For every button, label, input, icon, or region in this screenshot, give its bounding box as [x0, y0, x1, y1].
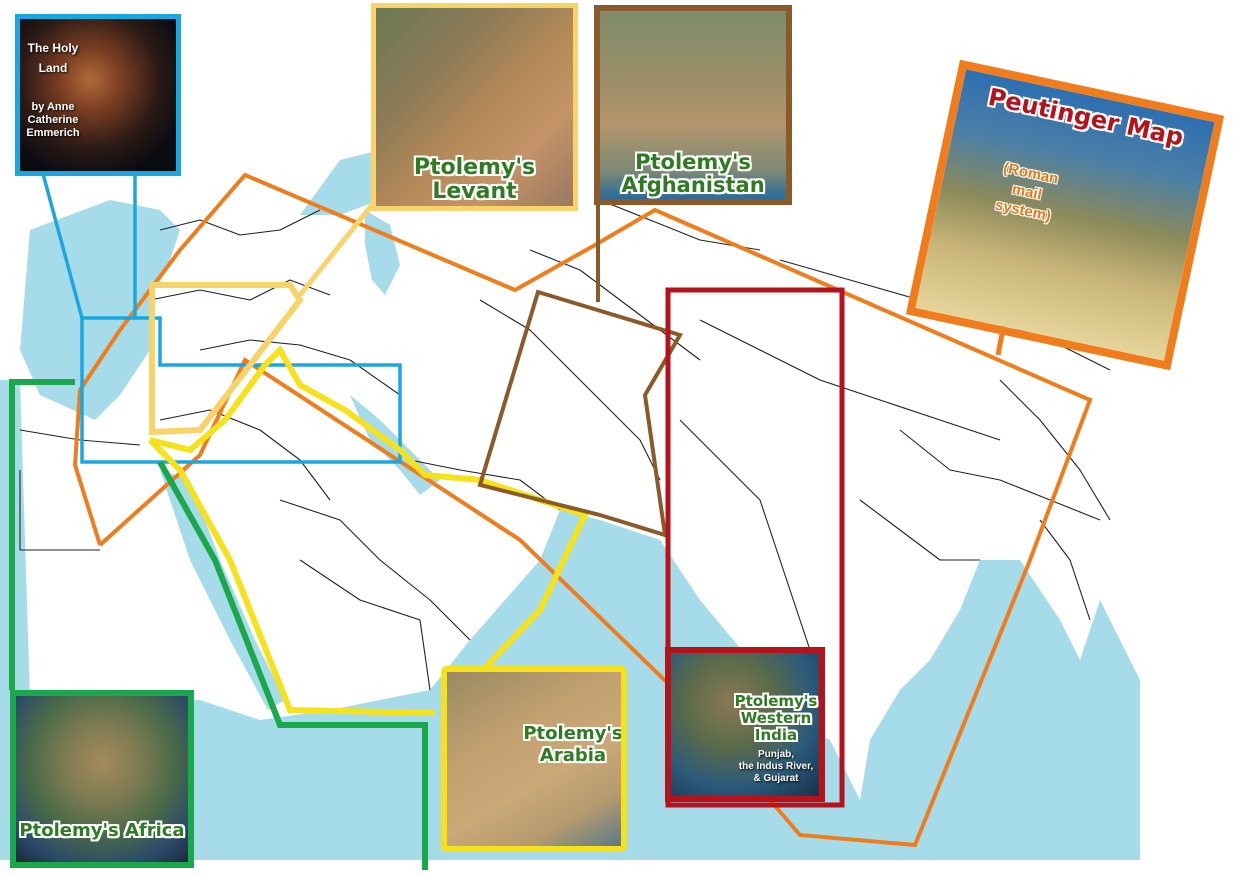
mediterranean-sea — [20, 200, 180, 420]
holy-land-outline — [80, 316, 402, 464]
holy-land-connector — [40, 169, 137, 319]
afghanistan-outline — [477, 289, 684, 538]
levant-terrain — [376, 8, 573, 206]
levant-title-line2: Levant — [432, 179, 517, 204]
afghanistan-title-line2: Afghanistan — [621, 173, 765, 197]
peutinger-route-outline — [72, 172, 1093, 848]
western-india-sub-line2: the Indus River, — [738, 761, 814, 772]
africa-inset: Ptolemy's Africa — [10, 690, 194, 868]
western-india-sub-line3: & Gujarat — [753, 773, 799, 784]
caspian-sea — [365, 210, 400, 295]
arabia-inset: Ptolemy's Arabia — [441, 666, 627, 852]
arabia-terrain — [447, 672, 621, 846]
western-india-outline — [665, 287, 845, 808]
afghanistan-terrain — [600, 11, 786, 199]
africa-title: Ptolemy's Africa — [19, 820, 185, 841]
western-india-title-line3: India — [754, 726, 798, 744]
africa-globe — [16, 696, 188, 862]
holy-land-title-line2: Land — [38, 61, 68, 75]
holy-land-title-line1: The Holy — [27, 41, 79, 55]
levant-outline — [149, 282, 304, 436]
levant-connector — [298, 203, 374, 297]
levant-title-line1: Ptolemy's — [413, 155, 536, 180]
arabia-title-line1: Ptolemy's — [523, 723, 623, 744]
western-india-title-line1: Ptolemy's — [734, 692, 818, 710]
holy-land-author: by Anne Catherine Emmerich — [26, 101, 80, 139]
holy-land-painting — [20, 19, 176, 171]
afghanistan-title-line1: Ptolemy's — [635, 150, 751, 174]
holy-land-inset: The Holy Land by Anne Catherine Emmerich — [15, 14, 181, 176]
region-outlines — [9, 169, 1093, 870]
peutinger-inset: Peutinger Map (Roman mail system) — [905, 59, 1225, 371]
arabia-title-line2: Arabia — [539, 745, 607, 766]
afghanistan-inset: Ptolemy's Afghanistan — [594, 5, 792, 205]
red-sea — [160, 470, 285, 710]
western-india-inset: Ptolemy's Western India Punjab, the Indu… — [665, 647, 825, 802]
arabia-route-outline — [147, 345, 590, 716]
western-india-title-line2: Western — [740, 709, 812, 727]
western-india-sub-line1: Punjab, — [757, 749, 795, 760]
land-borders — [19, 199, 1111, 691]
western-india-globe — [671, 653, 819, 796]
africa-route-outline — [9, 379, 428, 870]
levant-inset: Ptolemy's Levant — [371, 3, 578, 211]
arabian-sea-indian-ocean — [0, 380, 1140, 860]
